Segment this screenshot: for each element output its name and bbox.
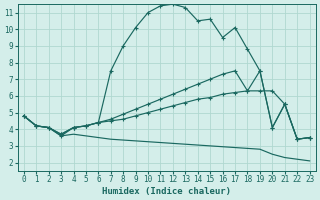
X-axis label: Humidex (Indice chaleur): Humidex (Indice chaleur) — [102, 187, 231, 196]
